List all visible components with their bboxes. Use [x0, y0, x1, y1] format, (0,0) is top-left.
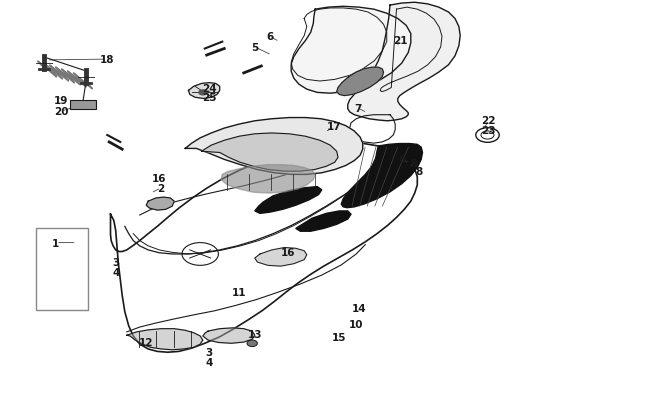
Polygon shape [185, 118, 363, 175]
Polygon shape [127, 329, 203, 350]
Text: 16: 16 [281, 247, 295, 257]
Text: 24: 24 [202, 83, 216, 93]
Text: 4: 4 [112, 267, 120, 277]
Polygon shape [111, 143, 417, 352]
Text: 13: 13 [248, 329, 263, 339]
FancyBboxPatch shape [70, 100, 96, 109]
Text: 5: 5 [251, 43, 259, 53]
Text: 6: 6 [266, 32, 274, 42]
Text: 12: 12 [138, 337, 153, 347]
Text: 7: 7 [354, 104, 361, 113]
Text: 23: 23 [482, 126, 496, 135]
Polygon shape [203, 328, 255, 343]
Polygon shape [341, 144, 422, 208]
Text: 9: 9 [411, 158, 417, 168]
Polygon shape [296, 211, 351, 232]
Circle shape [247, 340, 257, 347]
Circle shape [199, 91, 207, 96]
Polygon shape [146, 198, 174, 211]
Text: 10: 10 [349, 319, 363, 329]
Polygon shape [291, 7, 411, 94]
Text: 16: 16 [152, 173, 166, 183]
Text: 17: 17 [327, 122, 341, 132]
Text: 20: 20 [54, 107, 68, 117]
Text: 14: 14 [352, 304, 367, 313]
Text: 8: 8 [415, 166, 423, 176]
Text: 19: 19 [54, 96, 68, 106]
Text: 22: 22 [482, 116, 496, 126]
Polygon shape [221, 165, 315, 194]
Text: 18: 18 [100, 55, 114, 65]
Text: 15: 15 [332, 333, 346, 342]
Text: 3: 3 [205, 347, 213, 357]
Text: 3: 3 [112, 258, 120, 267]
Polygon shape [255, 248, 307, 266]
Text: 4: 4 [205, 357, 213, 367]
Polygon shape [255, 187, 322, 214]
Text: 2: 2 [157, 183, 165, 193]
Text: 6: 6 [398, 154, 406, 164]
Polygon shape [202, 134, 338, 172]
Text: 11: 11 [232, 288, 246, 297]
Polygon shape [188, 83, 220, 99]
Text: 1: 1 [52, 238, 60, 248]
Polygon shape [337, 68, 383, 96]
Text: 21: 21 [393, 36, 408, 45]
Polygon shape [348, 3, 460, 121]
Text: 25: 25 [202, 93, 216, 103]
